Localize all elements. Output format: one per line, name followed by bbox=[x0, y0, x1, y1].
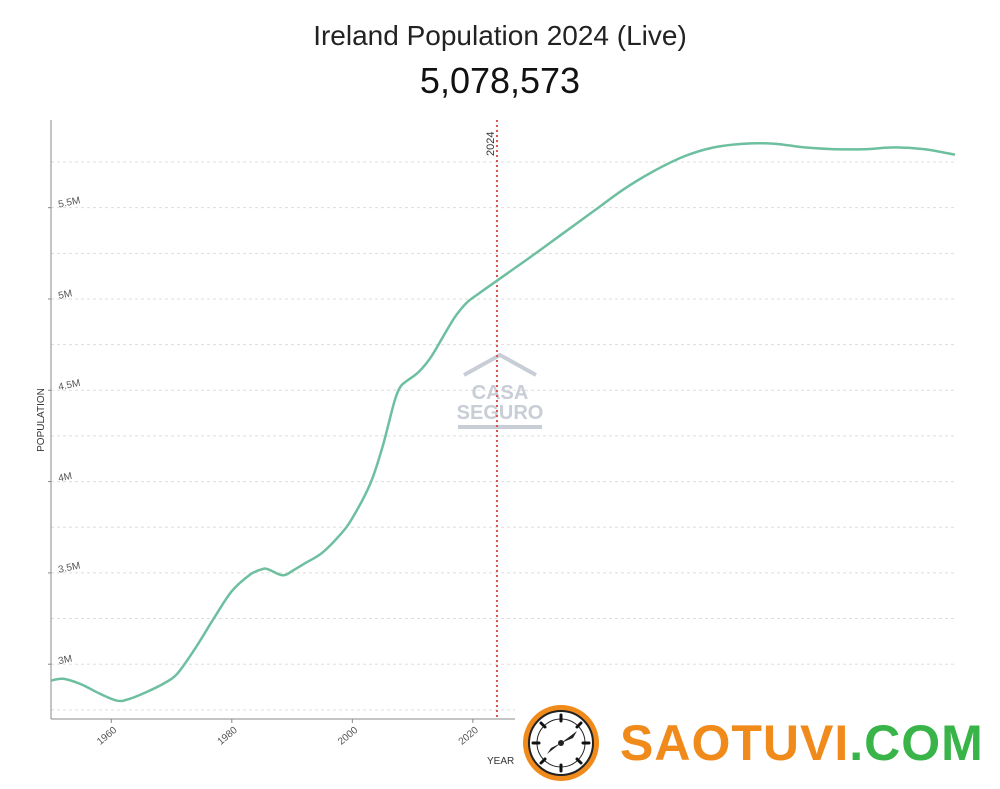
y-tick-label: 5.5M bbox=[57, 195, 81, 210]
y-tick-label: 3M bbox=[57, 653, 73, 667]
current-year-label: 2024 bbox=[485, 132, 497, 156]
brand-tld: .COM bbox=[849, 715, 984, 771]
x-axis-ticks: 1960 1980 2000 2020 bbox=[95, 719, 481, 748]
watermark-line2: SEGURO bbox=[457, 402, 544, 424]
x-tick-label: 1960 bbox=[95, 725, 119, 748]
saotuvi-logo: SAOTUVI.COM bbox=[515, 700, 1000, 789]
grid-lines bbox=[51, 161, 955, 711]
watermark-line1: CASA bbox=[472, 382, 529, 404]
y-tick-label: 4.5M bbox=[57, 378, 81, 393]
x-axis-title: YEAR bbox=[487, 756, 514, 767]
y-axis-ticks: 3M 3.5M 4M 4.5M 5M 5.5M bbox=[48, 195, 81, 667]
population-series-line bbox=[50, 142, 956, 703]
y-tick-label: 3.5M bbox=[57, 560, 81, 575]
watermark-underline bbox=[458, 425, 542, 429]
x-tick-label: 2000 bbox=[336, 725, 360, 748]
y-tick-label: 4M bbox=[57, 471, 73, 485]
x-tick-label: 2020 bbox=[457, 725, 481, 748]
brand-wordmark: SAOTUVI.COM bbox=[620, 714, 984, 772]
x-tick-label: 1980 bbox=[216, 725, 240, 748]
clock-icon bbox=[523, 705, 599, 781]
page-title: Ireland Population 2024 (Live) bbox=[313, 20, 687, 51]
y-axis-title: POPULATION bbox=[36, 388, 47, 452]
casa-seguro-watermark: CASA SEGURO bbox=[457, 352, 544, 429]
house-roof-icon bbox=[463, 352, 537, 377]
brand-name: SAOTUVI bbox=[620, 715, 850, 771]
live-population-counter: 5,078,573 bbox=[419, 60, 581, 101]
y-tick-label: 5M bbox=[57, 288, 73, 302]
